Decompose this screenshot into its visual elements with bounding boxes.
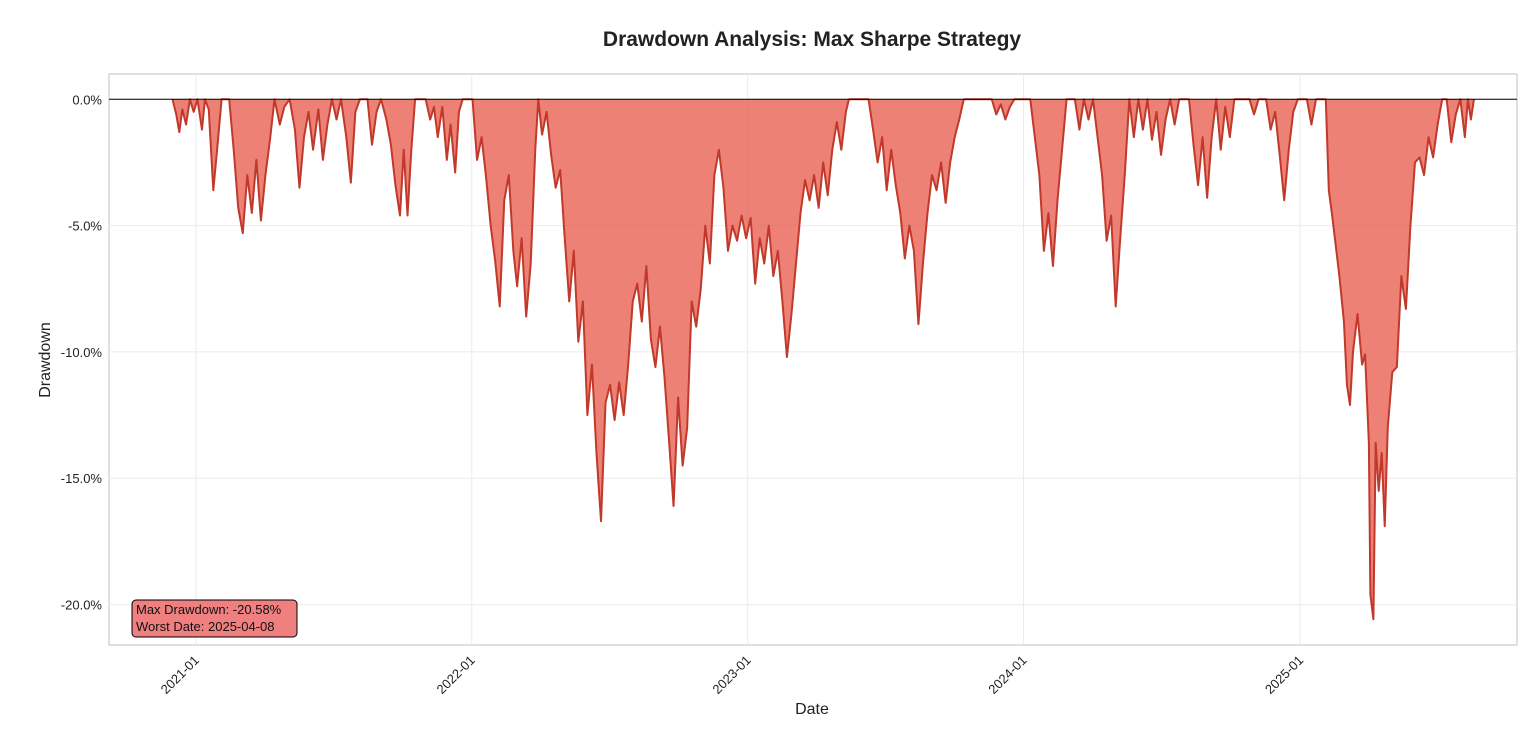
drawdown-line	[171, 98, 1475, 621]
y-tick-label: 0.0%	[72, 92, 102, 107]
drawdown-series	[171, 98, 1475, 621]
grid	[109, 74, 1517, 645]
y-axis-ticks: 0.0% -5.0% -10.0% -15.0% -20.0%	[61, 92, 103, 612]
y-tick-label: -10.0%	[61, 345, 103, 360]
max-drawdown-annotation: Max Drawdown: -20.58% Worst Date: 2025-0…	[131, 599, 298, 638]
annotation-box	[131, 599, 298, 638]
annotation-worst-date: Worst Date: 2025-04-08	[136, 619, 275, 634]
drawdown-area	[172, 99, 1474, 620]
x-axis-label: Date	[795, 701, 829, 718]
y-tick-label: -15.0%	[61, 471, 103, 486]
y-axis-label: Drawdown	[37, 322, 54, 398]
annotation-max-drawdown: Max Drawdown: -20.58%	[136, 602, 282, 617]
y-tick-label: -5.0%	[68, 219, 102, 234]
y-tick-label: -20.0%	[61, 598, 103, 613]
chart-title: Drawdown Analysis: Max Sharpe Strategy	[603, 28, 1021, 51]
